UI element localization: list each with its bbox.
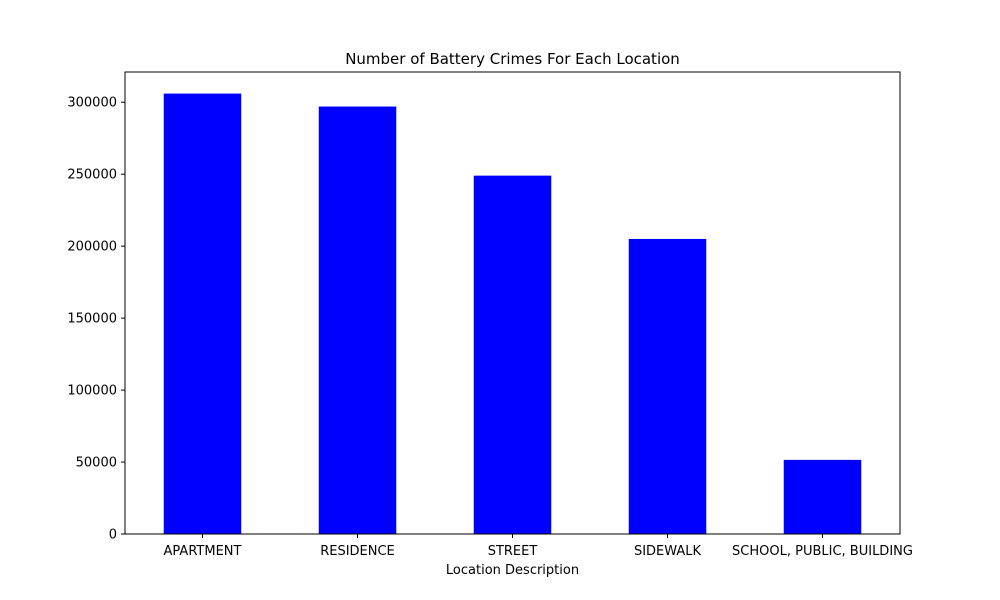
bar-street	[473, 175, 552, 535]
x-tick-label: SCHOOL, PUBLIC, BUILDING	[732, 544, 913, 559]
x-axis: APARTMENT RESIDENCE STREET SIDEWALK SCHOOL, …	[164, 534, 913, 559]
x-tick-label: RESIDENCE	[320, 544, 395, 559]
y-tick-label: 100000	[67, 384, 117, 399]
bars	[163, 93, 862, 535]
y-tick-label: 200000	[67, 240, 117, 255]
y-tick-label: 250000	[67, 168, 117, 183]
y-tick-label: 300000	[67, 96, 117, 111]
x-tick-label: STREET	[488, 544, 538, 559]
bar-apartment	[163, 93, 242, 535]
bar-sidewalk	[628, 238, 707, 534]
x-tick-label: APARTMENT	[164, 544, 242, 559]
x-tick-label: SIDEWALK	[634, 544, 702, 559]
x-axis-label: Location Description	[446, 563, 579, 578]
y-tick-label: 150000	[67, 312, 117, 327]
bar-school-public-building	[783, 459, 862, 534]
y-tick-label: 0	[109, 528, 117, 543]
chart-title: Number of Battery Crimes For Each Locati…	[345, 50, 680, 68]
y-axis: 0 50000 100000 150000 200000 250000 300000	[67, 96, 125, 543]
y-tick-label: 50000	[76, 456, 117, 471]
bar-residence	[318, 106, 397, 534]
